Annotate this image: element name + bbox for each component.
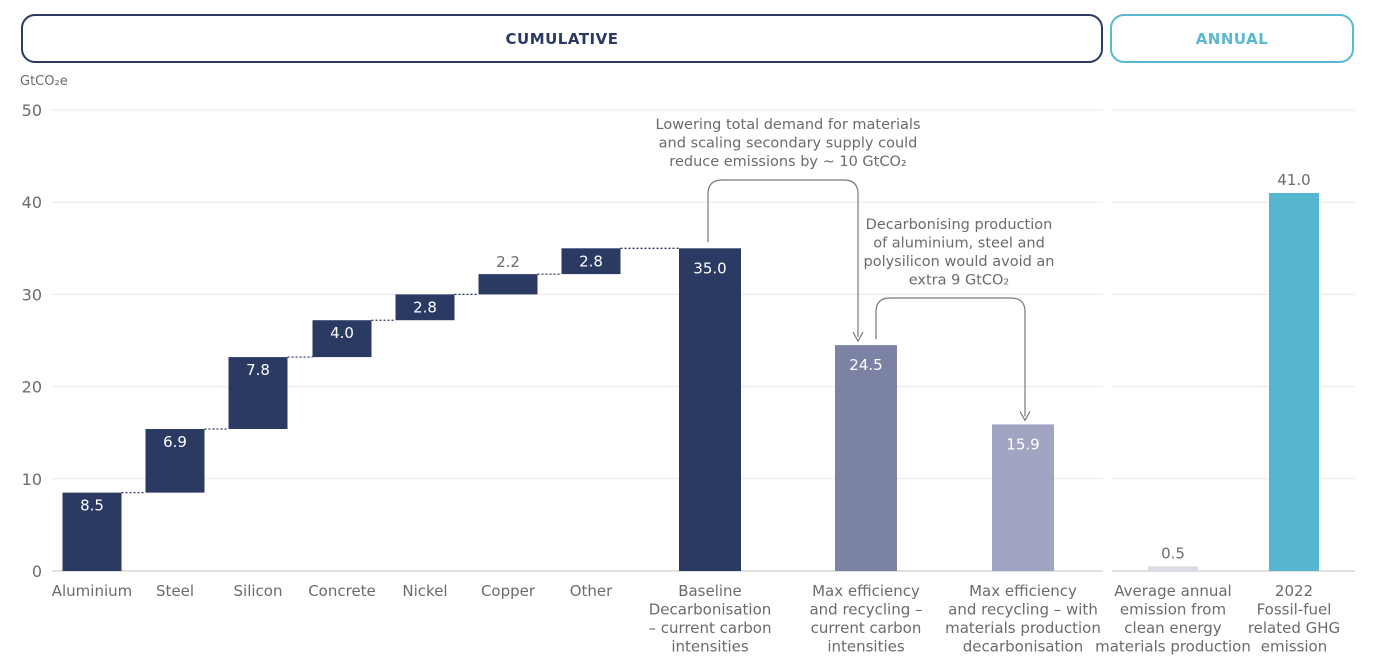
bar-value-label: 24.5 <box>849 356 882 374</box>
x-category-label: – current carbon <box>649 619 772 637</box>
bar-value-label: 8.5 <box>80 497 104 515</box>
annual-bar <box>1269 192 1319 572</box>
total-bar <box>992 424 1054 571</box>
bar-value-label: 2.2 <box>496 253 520 271</box>
x-category-label: Other <box>570 582 613 600</box>
x-category-label: Max efficiency <box>812 582 920 600</box>
bar-value-label: 4.0 <box>330 324 354 342</box>
x-category-label: intensities <box>671 638 749 656</box>
bar-value-label: 7.8 <box>246 361 270 379</box>
x-category-label: emission <box>1261 638 1328 656</box>
y-tick-label: 0 <box>32 562 42 581</box>
x-category-label: materials production <box>945 619 1101 637</box>
x-category-label: Copper <box>481 582 536 600</box>
bar-value-label: 15.9 <box>1006 435 1039 453</box>
bar-value-label: 0.5 <box>1161 544 1185 562</box>
bar-value-label: 2.8 <box>579 252 603 270</box>
annotation-text-decarbonising: polysilicon would avoid an <box>864 254 1055 270</box>
waterfall-bar-aluminium <box>62 492 122 571</box>
x-category-label: Fossil-fuel <box>1257 601 1332 619</box>
waterfall-bar-silicon <box>228 357 288 430</box>
bar-value-label: 2.8 <box>413 298 437 316</box>
x-category-label: 2022 <box>1275 582 1313 600</box>
arrowhead-demand-reduction <box>852 331 864 343</box>
x-category-label: Silicon <box>234 582 283 600</box>
y-tick-label: 40 <box>22 193 42 212</box>
arrow-production-decarbonisation <box>875 297 1026 417</box>
waterfall-bar-other <box>561 248 621 275</box>
x-category-label: clean energy <box>1124 619 1221 637</box>
waterfall-bar-nickel <box>395 294 455 321</box>
x-category-label: related GHG <box>1248 619 1340 637</box>
x-category-label: Concrete <box>308 582 376 600</box>
x-category-label: Aluminium <box>52 582 133 600</box>
x-category-label: materials production <box>1095 638 1251 656</box>
x-category-label: Decarbonisation <box>649 601 772 619</box>
y-tick-label: 10 <box>22 470 42 489</box>
x-category-label: intensities <box>827 638 905 656</box>
waterfall-bar-copper <box>478 274 538 295</box>
bar-value-label: 6.9 <box>163 433 187 451</box>
annotation-text-demand: Lowering total demand for materials <box>656 117 921 133</box>
annual-bar <box>1148 566 1198 571</box>
bar-value-label: 35.0 <box>693 259 726 277</box>
x-category-label: Nickel <box>402 582 447 600</box>
annotation-text-demand: reduce emissions by ~ 10 GtCO₂ <box>669 154 906 170</box>
x-category-label: emission from <box>1120 601 1226 619</box>
annotation-text-demand: and scaling secondary supply could <box>659 136 918 152</box>
y-tick-label: 50 <box>22 101 42 120</box>
bar-value-label: 41.0 <box>1277 171 1310 189</box>
annotation-text-decarbonising: of aluminium, steel and <box>873 236 1045 252</box>
waterfall-bar-concrete <box>312 320 372 358</box>
x-category-label: and recycling – with <box>948 601 1098 619</box>
arrowhead-production-decarbonisation <box>1019 411 1031 422</box>
y-tick-label: 30 <box>22 285 42 304</box>
total-bar <box>679 248 741 572</box>
x-category-label: decarbonisation <box>963 638 1083 656</box>
x-category-label: and recycling – <box>809 601 922 619</box>
cumulative-header: CUMULATIVE <box>21 14 1103 63</box>
total-bar <box>835 345 897 571</box>
x-category-label: Max efficiency <box>969 582 1077 600</box>
x-category-label: current carbon <box>811 619 922 637</box>
annotation-text-decarbonising: extra 9 GtCO₂ <box>909 273 1010 289</box>
arrow-demand-reduction <box>707 179 859 338</box>
annual-header: ANNUAL <box>1110 14 1354 63</box>
y-unit-label: GtCO₂e <box>20 74 68 89</box>
x-category-label: Steel <box>156 582 194 600</box>
y-tick-label: 20 <box>22 378 42 397</box>
x-category-label: Baseline <box>678 582 742 600</box>
x-category-label: Average annual <box>1114 582 1231 600</box>
waterfall-bar-steel <box>145 429 205 493</box>
annotation-text-decarbonising: Decarbonising production <box>866 217 1053 233</box>
